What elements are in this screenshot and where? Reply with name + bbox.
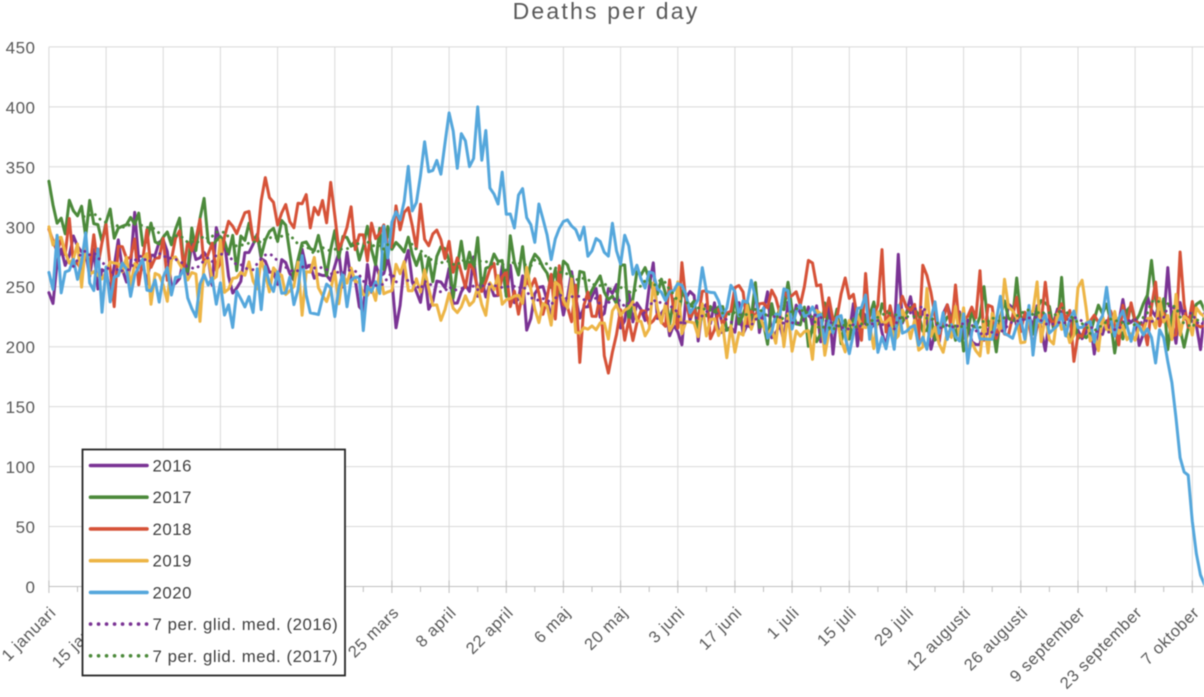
svg-text:150: 150 [6,398,36,417]
svg-text:2019: 2019 [153,552,193,571]
svg-text:2018: 2018 [153,520,193,539]
svg-text:300: 300 [6,218,36,237]
svg-text:350: 350 [6,158,36,177]
svg-text:7 per. glid. med. (2016): 7 per. glid. med. (2016) [153,615,339,634]
svg-text:400: 400 [6,98,36,117]
svg-text:450: 450 [6,38,36,57]
svg-text:2016: 2016 [153,457,193,476]
svg-text:Deaths per day: Deaths per day [513,0,700,24]
svg-text:7 per. glid. med. (2017): 7 per. glid. med. (2017) [153,647,339,666]
svg-text:50: 50 [16,518,36,537]
svg-text:200: 200 [6,338,36,357]
svg-text:0: 0 [26,578,36,597]
svg-text:2017: 2017 [153,488,193,507]
svg-text:100: 100 [6,458,36,477]
svg-text:250: 250 [6,278,36,297]
svg-text:2020: 2020 [153,583,193,602]
